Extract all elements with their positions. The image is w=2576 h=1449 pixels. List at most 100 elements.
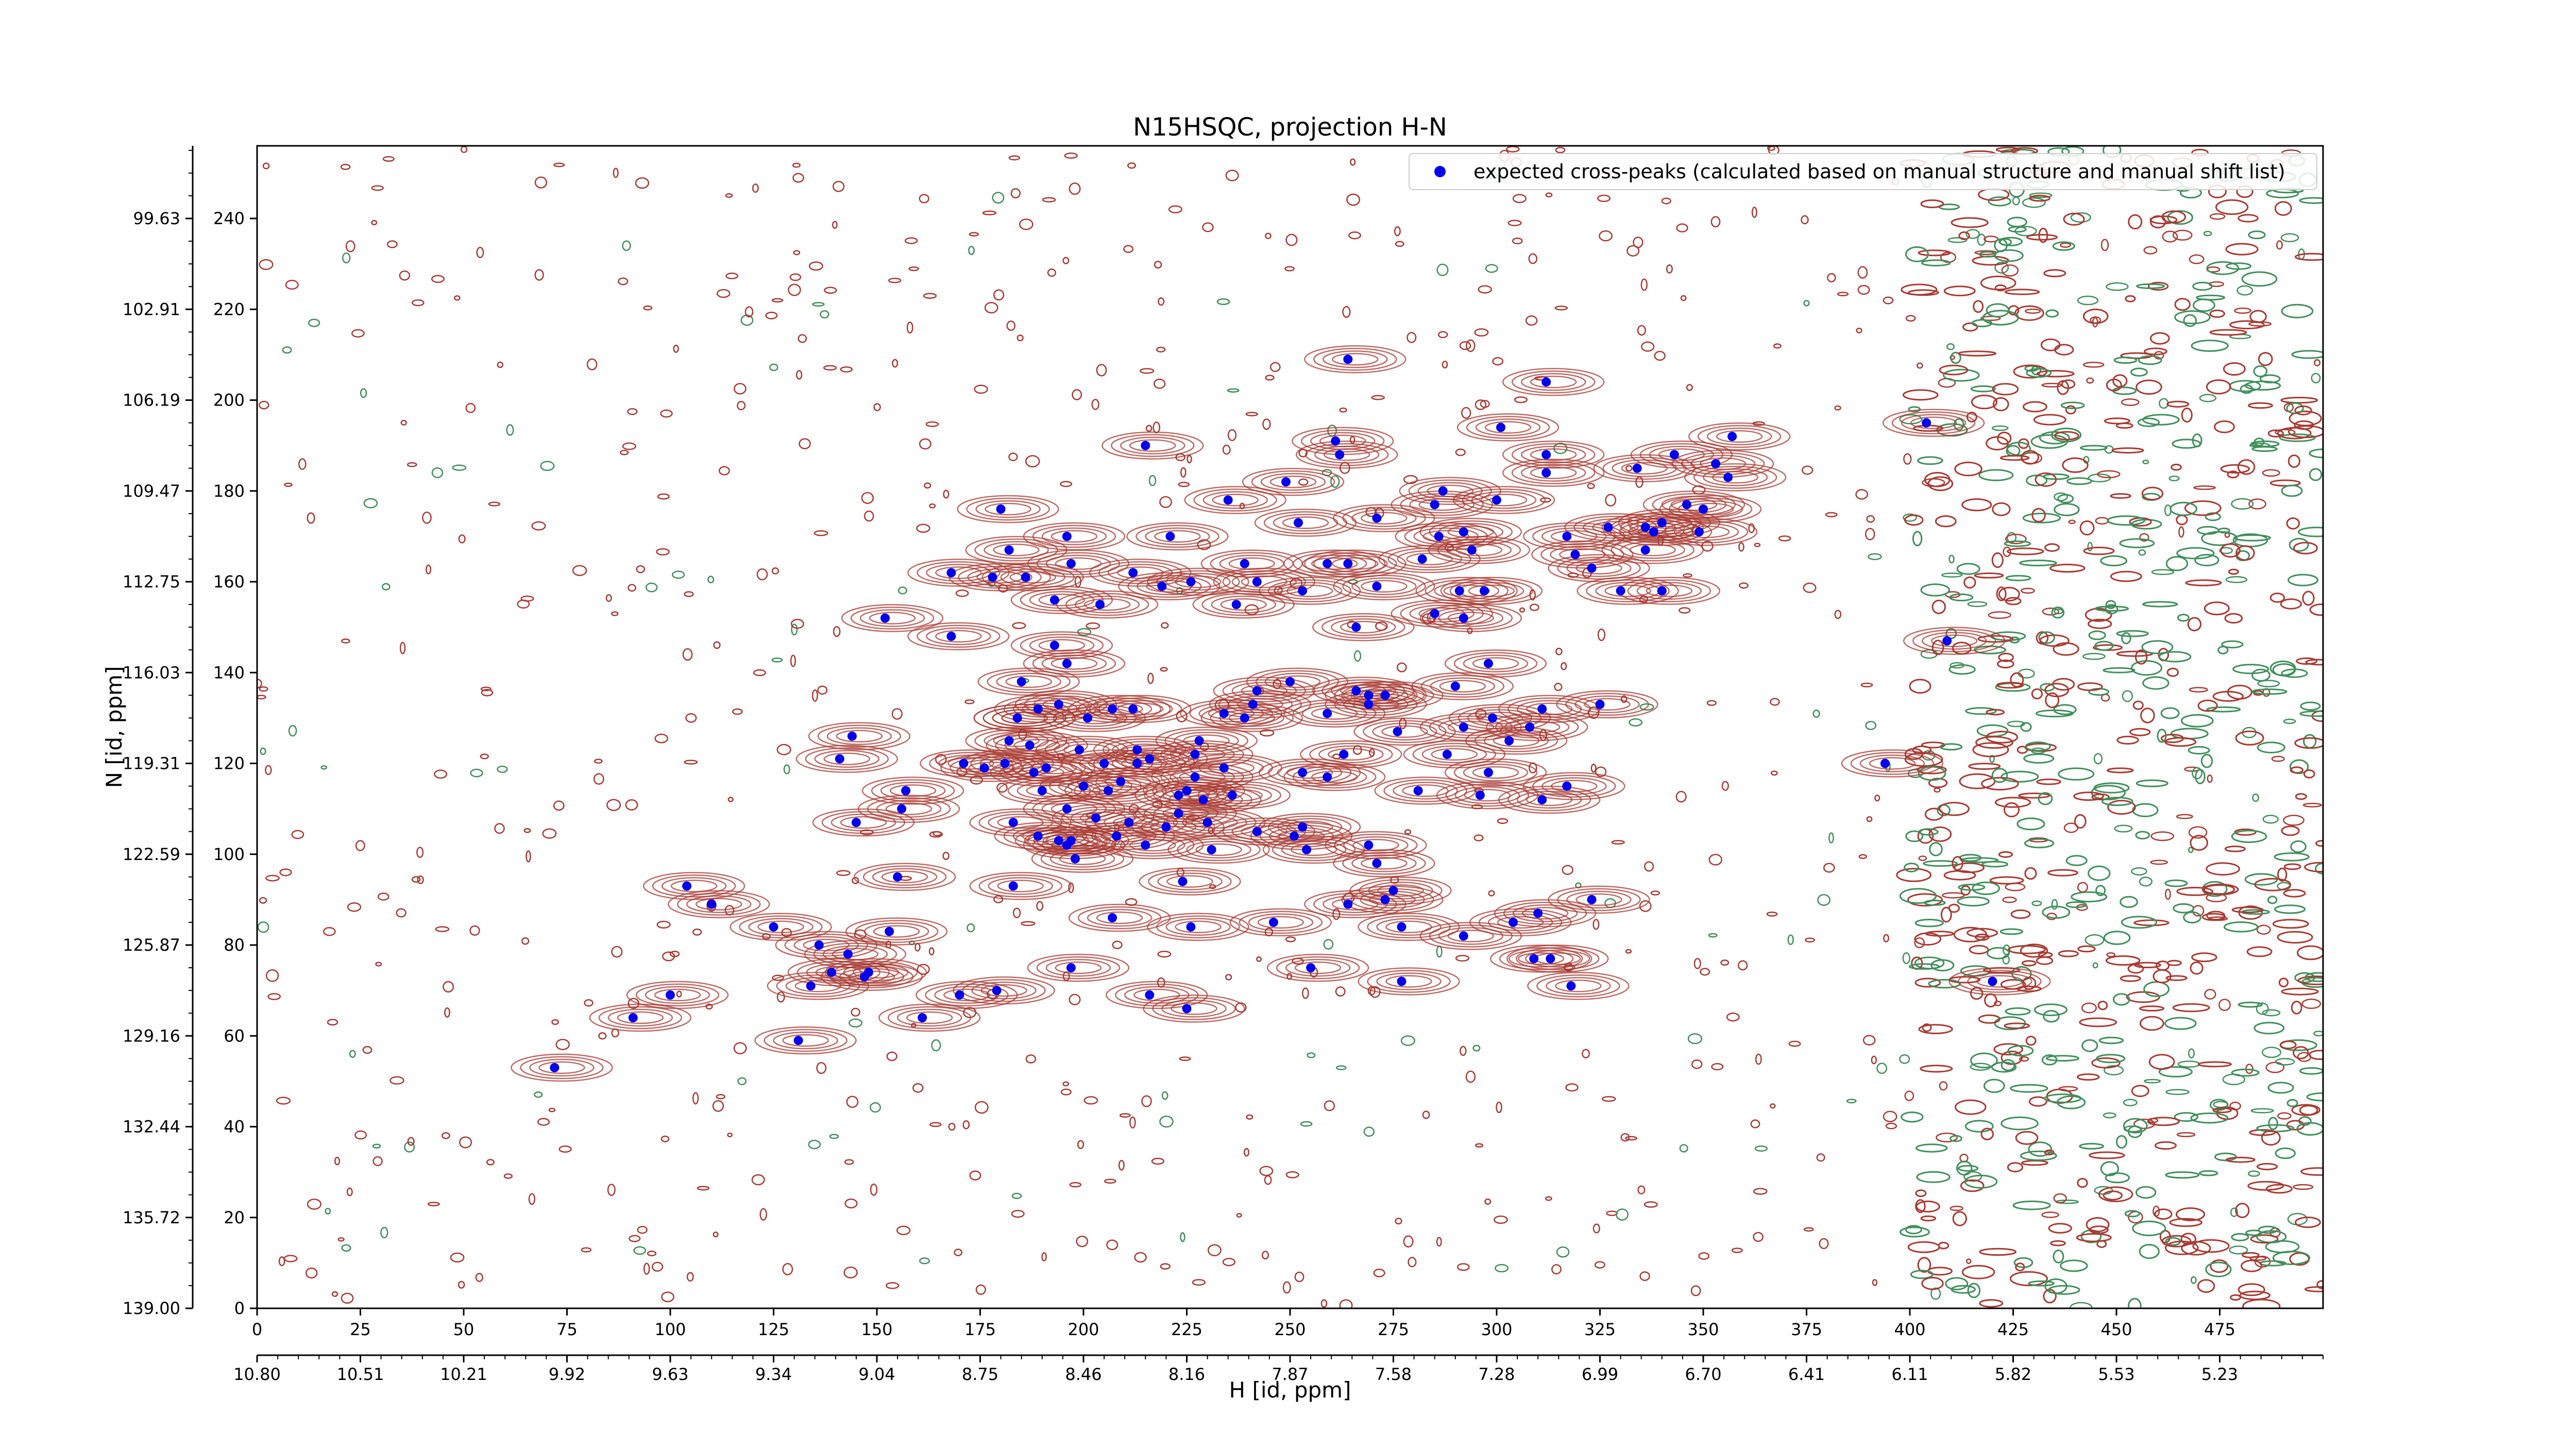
- noise-contour: [1395, 1218, 1402, 1225]
- peak-contour: [1351, 577, 1417, 596]
- dense-contour: [2098, 1186, 2133, 1202]
- dense-contour: [2020, 722, 2032, 732]
- dense-contour: [2023, 401, 2047, 413]
- peak-contour: [1041, 654, 1107, 672]
- dense-contour: [2267, 429, 2284, 438]
- y-axis-ppm-ticks: 139.00135.72132.44129.16125.87122.59119.…: [123, 149, 193, 1318]
- noise-contour: [733, 1042, 747, 1055]
- dense-contour: [2165, 556, 2189, 571]
- noise-contour: [452, 464, 467, 471]
- noise-contour: [1129, 1116, 1136, 1129]
- cross-peak: [959, 759, 969, 768]
- dense-contour: [2138, 355, 2162, 365]
- cross-peak: [1388, 886, 1398, 896]
- peak-contour: [1083, 598, 1131, 611]
- noise-contour: [279, 868, 292, 877]
- noise-contour: [1160, 1263, 1171, 1270]
- noise-contour: [276, 1097, 291, 1105]
- cross-peak: [1880, 759, 1890, 768]
- noise-contour: [1823, 863, 1835, 873]
- cross-peak: [1174, 808, 1183, 818]
- noise-contour: [613, 167, 619, 178]
- peak-contour: [853, 863, 956, 891]
- peak-contour: [1031, 845, 1134, 873]
- noise-contour: [2283, 815, 2304, 826]
- dense-contour: [2013, 364, 2048, 379]
- x-tick-label: 75: [556, 1320, 578, 1339]
- noise-contour: [1161, 622, 1169, 629]
- noise-contour: [955, 589, 969, 597]
- dense-contour: [2036, 956, 2054, 965]
- peak-contour: [1096, 911, 1143, 924]
- dense-contour: [2077, 945, 2096, 953]
- noise-contour: [1339, 1299, 1353, 1308]
- noise-contour: [2247, 1170, 2260, 1177]
- peak-contour: [1111, 434, 1195, 457]
- peak-contour: [1198, 759, 1264, 777]
- noise-contour: [331, 1291, 338, 1297]
- noise-contour: [1187, 454, 1192, 464]
- dense-contour: [2132, 1220, 2166, 1236]
- peak-contour: [1146, 580, 1193, 593]
- peak-contour: [1342, 507, 1426, 530]
- peak-contour: [1239, 911, 1323, 934]
- peak-contour: [1361, 580, 1408, 593]
- cross-peak: [1075, 745, 1084, 755]
- dense-contour: [1922, 1023, 1932, 1032]
- peak-contour: [1334, 684, 1418, 707]
- noise-contour: [1700, 968, 1710, 976]
- peak-contour: [997, 880, 1044, 892]
- noise-contour: [1069, 993, 1081, 1005]
- cross-peak: [1161, 822, 1171, 832]
- noise-contour: [1528, 253, 1538, 264]
- dense-contour: [2295, 1217, 2321, 1228]
- x-ppm-tick-label: 9.92: [549, 1364, 585, 1384]
- cross-peak: [1509, 917, 1518, 927]
- noise-contour: [1403, 1235, 1414, 1248]
- cross-peak: [1124, 818, 1134, 828]
- noise-contour: [1076, 1235, 1089, 1248]
- dense-contour: [2034, 1003, 2067, 1016]
- dense-contour: [1991, 768, 2008, 783]
- dense-contour: [2015, 1262, 2025, 1272]
- peak-contour: [917, 625, 1001, 648]
- cross-peak: [1699, 504, 1708, 514]
- peak-contour: [1377, 884, 1424, 897]
- cross-peak: [1488, 713, 1497, 723]
- noise-contour: [1394, 226, 1401, 237]
- cross-peak: [1343, 899, 1353, 909]
- noise-contour: [2106, 282, 2129, 291]
- dense-contour: [2297, 975, 2323, 985]
- peak-contour: [843, 963, 909, 982]
- y-ppm-tick-label: 139.00: [123, 1299, 180, 1318]
- noise-contour: [771, 567, 779, 575]
- peak-contour: [872, 868, 938, 886]
- noise-contour: [2002, 955, 2010, 965]
- peak-contour: [896, 1008, 962, 1027]
- dense-contour: [2258, 1225, 2278, 1234]
- noise-contour: [984, 301, 998, 314]
- noise-contour: [725, 273, 739, 279]
- noise-contour: [753, 669, 766, 677]
- noise-contour: [308, 318, 320, 327]
- noise-contour: [416, 847, 424, 858]
- dense-contour: [1918, 249, 1951, 257]
- noise-contour: [480, 686, 492, 692]
- cross-peak: [1198, 795, 1208, 804]
- noise-contour: [737, 400, 746, 411]
- peak-contour: [813, 942, 897, 966]
- peak-contour: [1183, 734, 1230, 747]
- noise-contour: [1484, 1198, 1492, 1205]
- peak-contour: [1171, 1002, 1217, 1015]
- peak-contour: [970, 752, 1054, 775]
- cross-peak: [1587, 563, 1597, 573]
- legend-box: [1409, 153, 2317, 190]
- dense-contour: [2107, 515, 2145, 526]
- peak-contour: [1266, 953, 1369, 982]
- dense-contour: [1920, 1215, 1937, 1222]
- dense-contour: [1981, 777, 2019, 791]
- peak-contour: [1251, 470, 1335, 494]
- noise-contour: [1914, 937, 1925, 949]
- peak-contour: [1499, 947, 1583, 970]
- peak-contour: [1068, 695, 1171, 723]
